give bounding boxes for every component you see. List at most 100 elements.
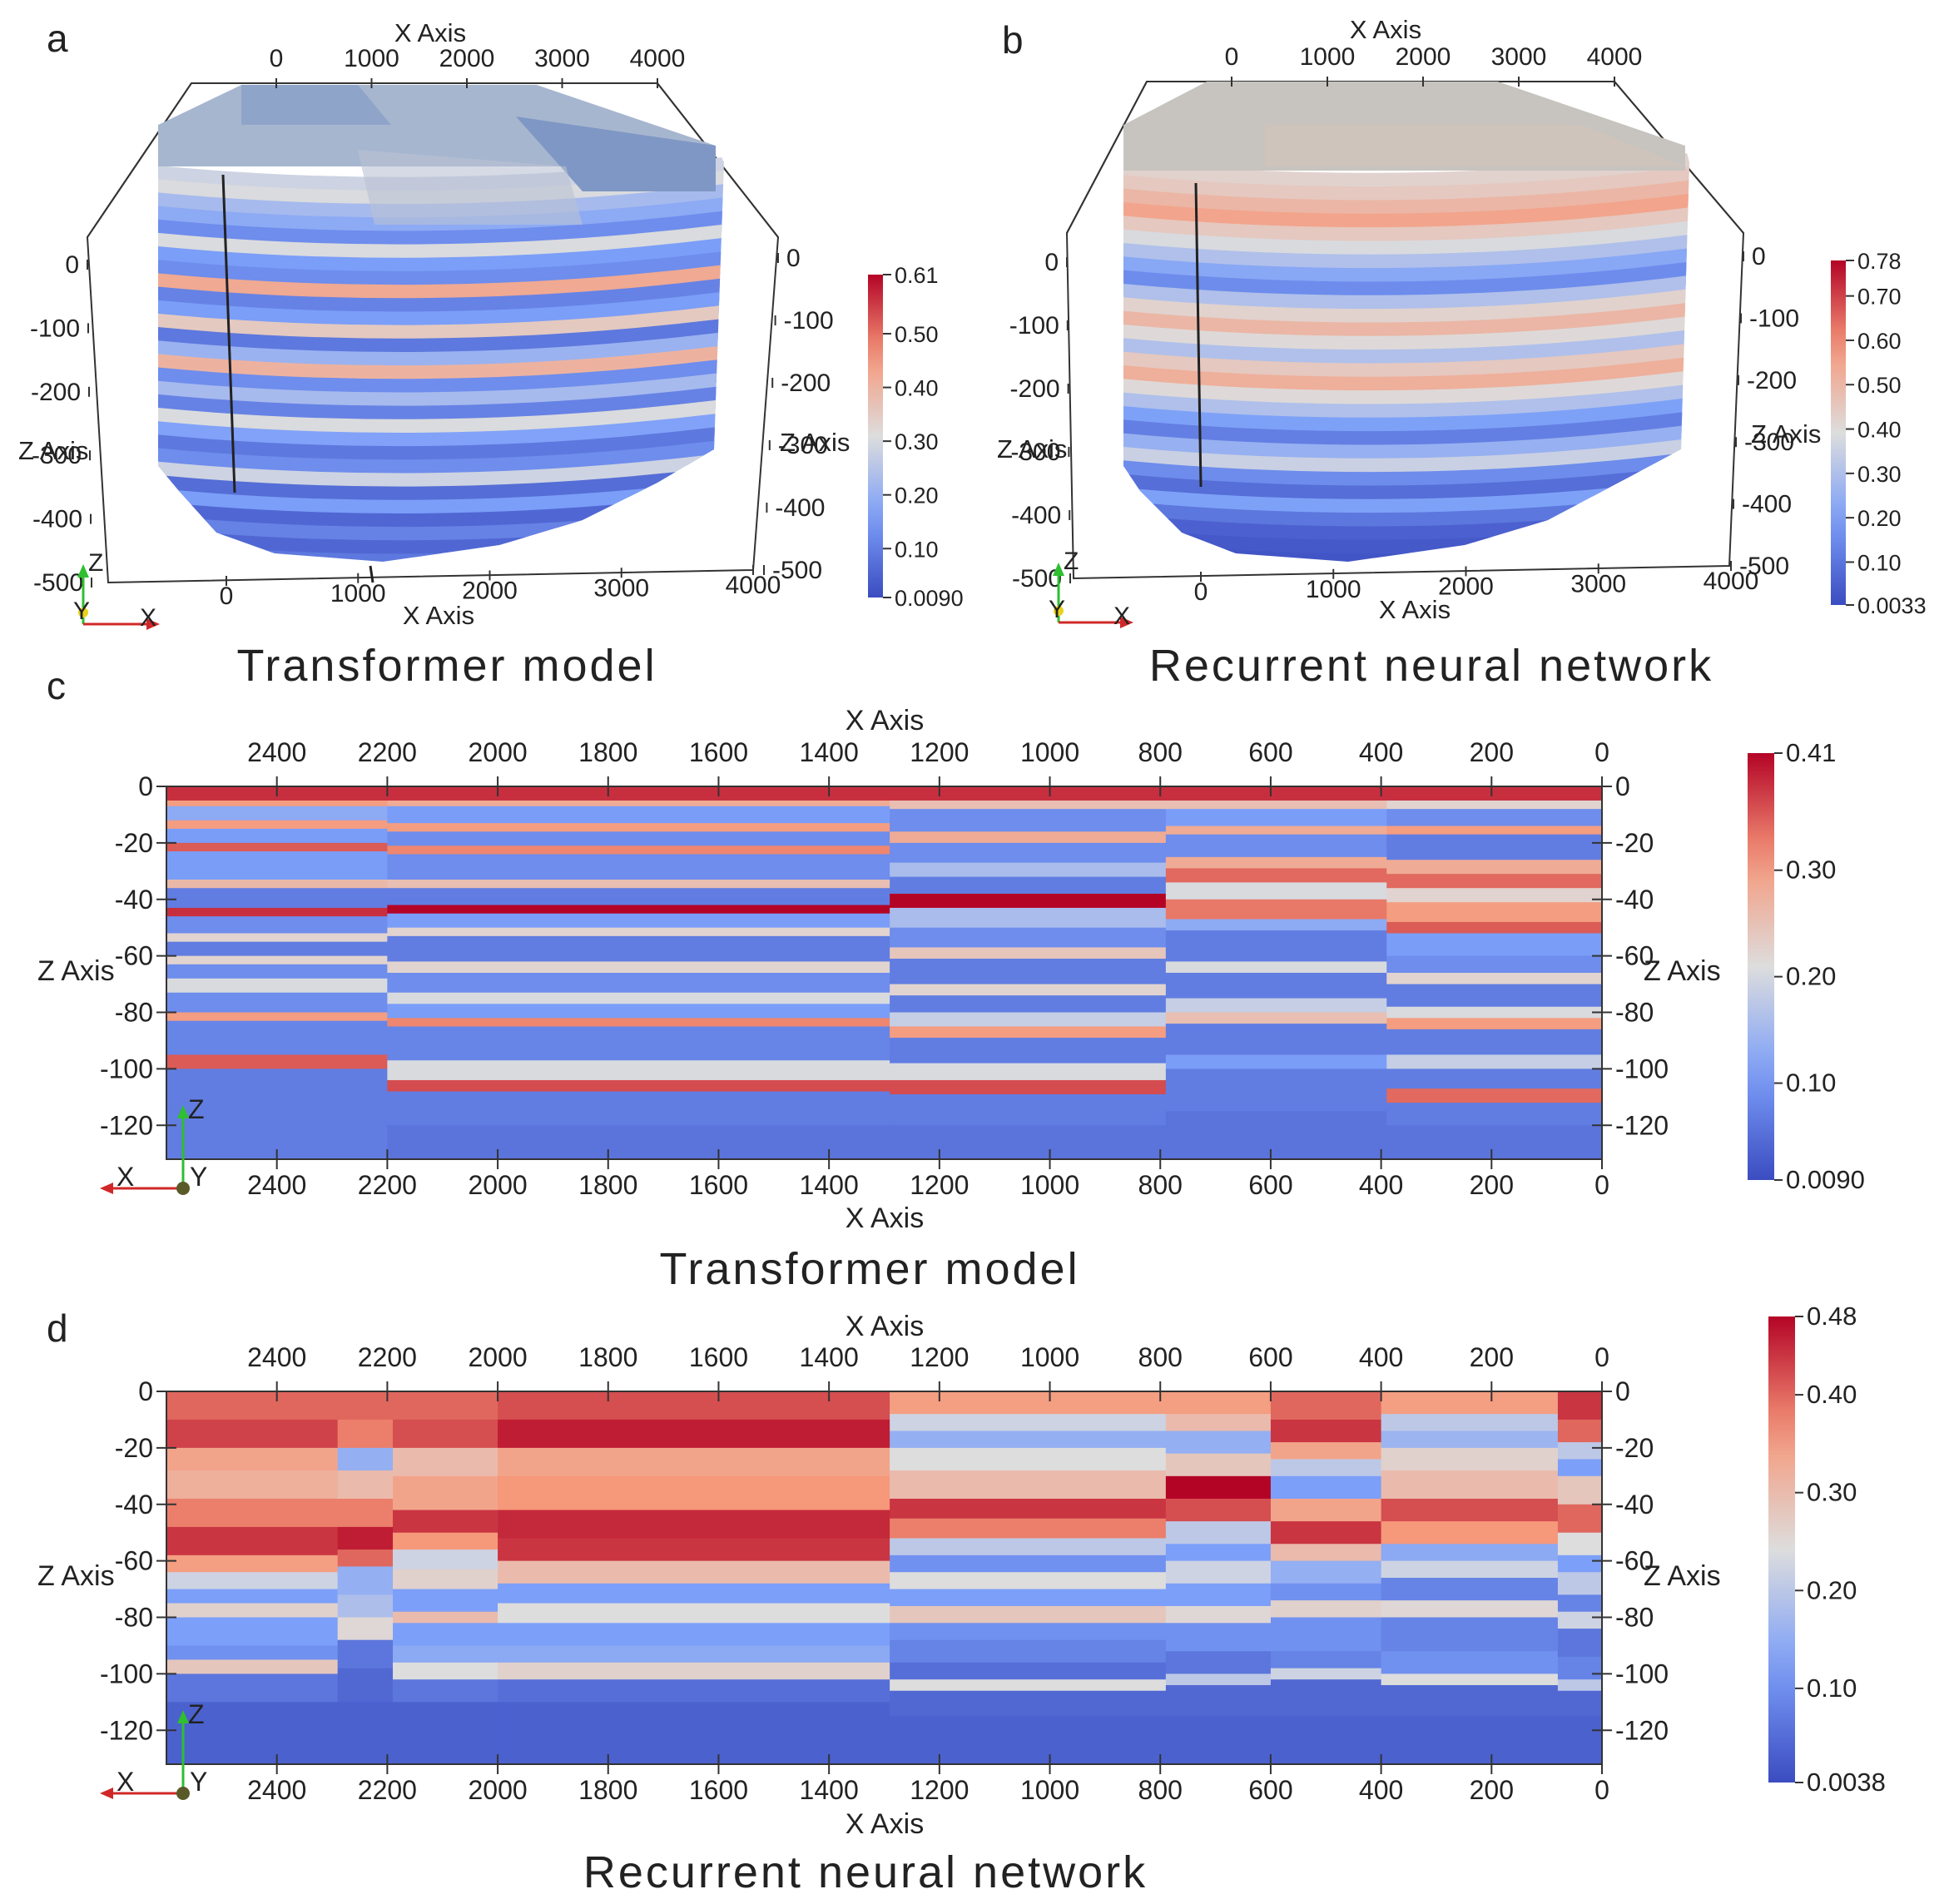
heatmap-cell	[1386, 834, 1603, 860]
heatmap-cell	[1165, 961, 1387, 974]
y-axis-title-right-c: Z Axis	[1644, 955, 1721, 987]
axis-tick-label: 4000	[726, 572, 781, 599]
heatmap-cell	[498, 1645, 890, 1664]
heatmap-cell	[1381, 1716, 1559, 1765]
colorbar-tick-label: 0.48	[1807, 1302, 1857, 1331]
heatmap-cell	[337, 1526, 394, 1550]
heatmap-cell	[1557, 1572, 1603, 1595]
heatmap-cell	[890, 1447, 1167, 1471]
heatmap-cell	[1381, 1521, 1559, 1545]
heatmap-cell	[1165, 1521, 1272, 1545]
heatmap-cell	[1557, 1679, 1603, 1692]
heatmap-cell	[337, 1470, 394, 1500]
axis-tick-label: -400	[1011, 502, 1061, 529]
colorbar-tick-label: 0.20	[1857, 506, 1902, 531]
heatmap-cell	[166, 916, 388, 934]
heatmap-cell	[1165, 919, 1387, 931]
x-tick-label-bottom: 1200	[910, 1775, 969, 1805]
x-tick-label-bottom: 200	[1470, 1170, 1514, 1200]
heatmap-cell	[1270, 1475, 1382, 1500]
z-axis-title-right-a: Z Axis	[780, 428, 850, 457]
heatmap-cell	[890, 927, 1167, 948]
axis-tick-label: 2000	[439, 45, 495, 72]
heatmap-cell	[890, 1498, 1167, 1520]
heatmap-cell	[393, 1419, 498, 1449]
heatmap-cell	[1165, 1623, 1272, 1652]
panel-label-d: d	[47, 1307, 68, 1350]
x-tick-label-bottom: 1600	[689, 1170, 748, 1200]
heatmap-cell	[387, 905, 890, 915]
colorbar-tick-label: 0.40	[895, 376, 939, 401]
y-tick-label-left: -80	[115, 998, 153, 1028]
heatmap-cell	[337, 1702, 394, 1765]
x-ticks-top-a: 0 1000 2000 3000 4000	[270, 45, 686, 88]
heatmap-cell	[387, 880, 890, 889]
axis-tick-label: -500	[1739, 553, 1789, 580]
y-tick-label-left: -20	[115, 1433, 153, 1463]
x-tick-label-bottom: 0	[1594, 1170, 1609, 1200]
x-tick-label-bottom: 1000	[1020, 1170, 1079, 1200]
heatmap-cell	[1381, 1600, 1559, 1619]
heatmap-cell	[166, 842, 388, 852]
plot-frame-d	[166, 1391, 1603, 1765]
heatmap-cell	[393, 1611, 498, 1624]
heatmap-cell	[337, 1419, 394, 1449]
colorbar-tick-label: 0.60	[1857, 329, 1902, 354]
axis-tick-label: 4000	[630, 45, 686, 72]
z-ticks-right-a: 0 -100 -200 -300 -400 -500	[763, 245, 834, 584]
heatmap-cell	[1386, 1069, 1603, 1089]
heatmap-cell	[393, 1447, 498, 1477]
axis-tick-label: 0	[1752, 243, 1766, 270]
y-tick-label-right: -60	[1615, 1546, 1654, 1576]
heatmap-cell	[1270, 1600, 1382, 1619]
x-axis-title-bottom-d: X Axis	[846, 1808, 924, 1840]
heatmap-cell	[1381, 1544, 1559, 1562]
heatmap-cell	[166, 820, 388, 830]
heatmap-cell	[393, 1662, 498, 1680]
y-tick-label-right: -20	[1615, 828, 1654, 858]
y-tick-label-right: -120	[1615, 1715, 1669, 1745]
heatmap-cell	[166, 1589, 339, 1604]
heatmap-cell	[1270, 1391, 1382, 1421]
heatmap-cell	[1165, 1544, 1272, 1562]
heatmap-cell	[1165, 1012, 1387, 1024]
axis-tick-label: 0	[65, 251, 79, 279]
heatmap-cell	[498, 1510, 890, 1539]
axis-tick-label: 2000	[462, 578, 518, 605]
axis-tick-label: -500	[772, 557, 822, 584]
heatmap-cell	[890, 809, 1167, 832]
axis-tick-label: 0	[786, 245, 801, 272]
x-tick-label-bottom: 1200	[910, 1170, 969, 1200]
heatmap-cell	[1270, 1498, 1382, 1522]
heatmap-cell	[1165, 834, 1387, 858]
heatmap-cell	[890, 1662, 1167, 1680]
heatmap-cell	[890, 1605, 1167, 1624]
heatmap-cell	[1386, 1054, 1603, 1069]
x-tick-label-bottom: 600	[1248, 1170, 1292, 1200]
y-tick-label-right: -100	[1615, 1659, 1669, 1688]
axis-tick-label: -400	[32, 506, 82, 533]
heatmap-cell	[498, 1475, 890, 1511]
y-tick-label-left: -120	[100, 1715, 153, 1745]
heatmap-cell	[166, 933, 388, 943]
volume-b	[1123, 82, 1689, 562]
heatmap-cell	[166, 1702, 339, 1765]
colorbar-tick-label: 0.30	[895, 429, 939, 454]
orient-z-b: Z	[1064, 548, 1079, 575]
heatmap-cell	[498, 1603, 890, 1624]
heatmap-cell	[1557, 1391, 1603, 1421]
orientation-axes-c: Z Y X	[100, 1094, 207, 1195]
colorbar-d	[1768, 1316, 1795, 1783]
x-tick-label-top: 1600	[689, 737, 748, 767]
heatmap-cell	[498, 1623, 890, 1646]
colorbar-tick-label: 0.41	[1786, 738, 1836, 767]
heatmap-cell	[890, 995, 1167, 1014]
heatmap-cell	[166, 1020, 388, 1055]
x-tick-label-bottom: 2400	[247, 1170, 306, 1200]
heatmap-cell	[387, 806, 890, 824]
orient-x-c: X	[117, 1162, 134, 1192]
heatmap-cell	[890, 1038, 1167, 1064]
y-tick-label-left: -80	[115, 1603, 153, 1633]
heatmap-cell	[890, 786, 1167, 801]
